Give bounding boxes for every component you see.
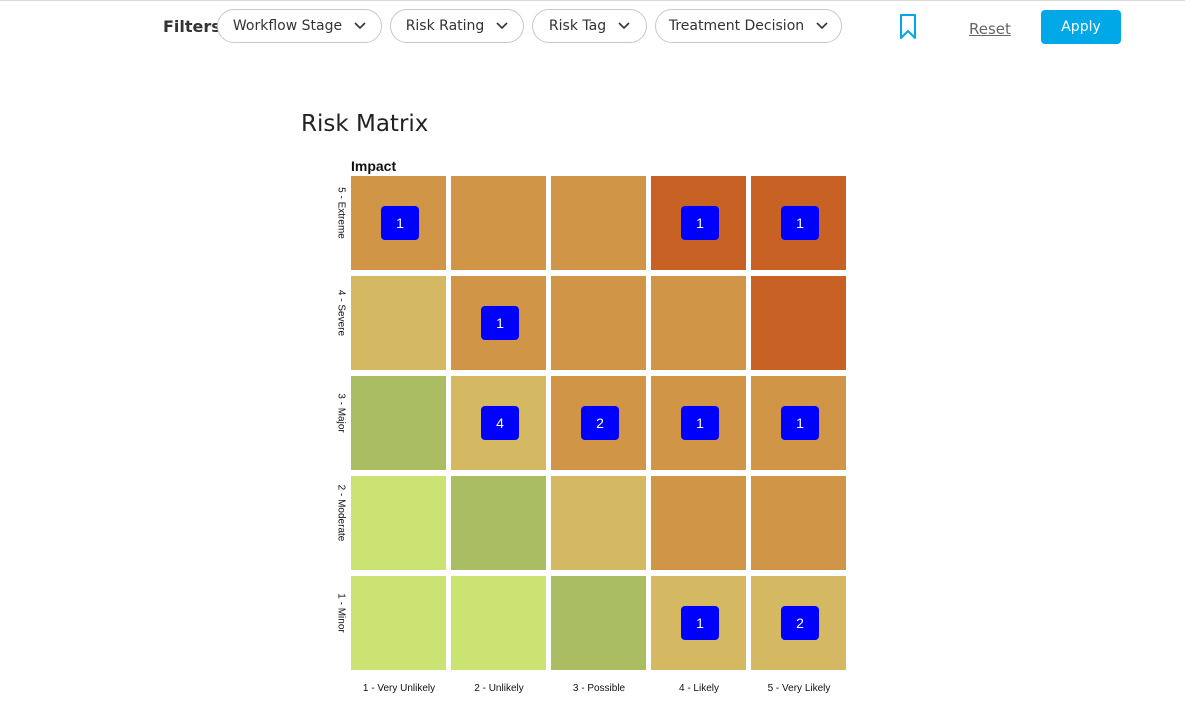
- workflow-stage-dropdown[interactable]: Workflow Stage: [217, 9, 382, 43]
- dropdown-label: Risk Tag: [548, 18, 607, 34]
- matrix-cell[interactable]: 1: [751, 376, 846, 470]
- reset-link[interactable]: Reset: [969, 20, 1011, 38]
- dropdown-label: Risk Rating: [405, 18, 485, 34]
- risk-count-badge[interactable]: 1: [781, 406, 819, 440]
- bookmark-icon[interactable]: [899, 14, 917, 40]
- apply-button[interactable]: Apply: [1041, 10, 1121, 44]
- filters-bar: Filters Workflow Stage Risk Rating Risk …: [0, 0, 1185, 60]
- impact-row-label-text: 3 - Major: [335, 393, 347, 433]
- matrix-cell: [451, 476, 546, 570]
- impact-row-label-text: 5 - Extreme: [335, 187, 347, 239]
- matrix-cell: [451, 176, 546, 270]
- matrix-cell: [551, 176, 646, 270]
- matrix-cell: [351, 276, 446, 370]
- matrix-cell: [651, 476, 746, 570]
- matrix-cell[interactable]: 2: [551, 376, 646, 470]
- risk-count-badge[interactable]: 4: [481, 406, 519, 440]
- chevron-down-icon: [816, 22, 828, 30]
- dropdown-label: Workflow Stage: [232, 18, 343, 34]
- matrix-cell: [651, 276, 746, 370]
- likelihood-column-label: 5 - Very Likely: [767, 683, 831, 694]
- filters-label: Filters: [163, 17, 221, 36]
- matrix-cell: [451, 576, 546, 670]
- risk-rating-dropdown[interactable]: Risk Rating: [390, 9, 524, 43]
- impact-row-label-text: 4 - Severe: [335, 289, 347, 337]
- page-title: Risk Matrix: [301, 111, 429, 137]
- matrix-cell: [551, 576, 646, 670]
- matrix-cell[interactable]: 2: [751, 576, 846, 670]
- matrix-cell[interactable]: 1: [651, 176, 746, 270]
- matrix-cell: [751, 476, 846, 570]
- likelihood-column-label: 2 - Unlikely: [474, 683, 524, 694]
- likelihood-column-label: 1 - Very Unlikely: [362, 683, 436, 694]
- matrix-cell: [551, 276, 646, 370]
- likelihood-column-label: 4 - Likely: [678, 683, 719, 694]
- risk-count-badge[interactable]: 1: [681, 606, 719, 640]
- impact-axis-title: Impact: [351, 158, 397, 174]
- risk-tag-dropdown[interactable]: Risk Tag: [532, 9, 647, 43]
- risk-count-badge[interactable]: 2: [581, 406, 619, 440]
- matrix-cell[interactable]: 1: [651, 576, 746, 670]
- matrix-cell[interactable]: 1: [751, 176, 846, 270]
- chevron-down-icon: [618, 22, 630, 30]
- matrix-cell[interactable]: 1: [451, 276, 546, 370]
- impact-row-label-text: 1 - Minor: [335, 593, 347, 633]
- matrix-cell: [751, 276, 846, 370]
- chevron-down-icon: [354, 22, 366, 30]
- impact-row-label-text: 2 - Moderate: [335, 484, 347, 542]
- dropdown-label: Treatment Decision: [668, 18, 805, 34]
- risk-count-badge[interactable]: 1: [681, 406, 719, 440]
- risk-count-badge[interactable]: 1: [781, 206, 819, 240]
- risk-count-badge[interactable]: 2: [781, 606, 819, 640]
- matrix-cell: [551, 476, 646, 570]
- chevron-down-icon: [496, 22, 508, 30]
- risk-count-badge[interactable]: 1: [481, 306, 519, 340]
- likelihood-column-label: 3 - Possible: [572, 683, 626, 694]
- matrix-cell: [351, 576, 446, 670]
- treatment-decision-dropdown[interactable]: Treatment Decision: [655, 9, 842, 43]
- matrix-cell[interactable]: 1: [351, 176, 446, 270]
- risk-count-badge[interactable]: 1: [681, 206, 719, 240]
- top-divider: [0, 0, 1185, 1]
- matrix-cell[interactable]: 1: [651, 376, 746, 470]
- matrix-cell[interactable]: 4: [451, 376, 546, 470]
- matrix-cell: [351, 476, 446, 570]
- matrix-cell: [351, 376, 446, 470]
- risk-count-badge[interactable]: 1: [381, 206, 419, 240]
